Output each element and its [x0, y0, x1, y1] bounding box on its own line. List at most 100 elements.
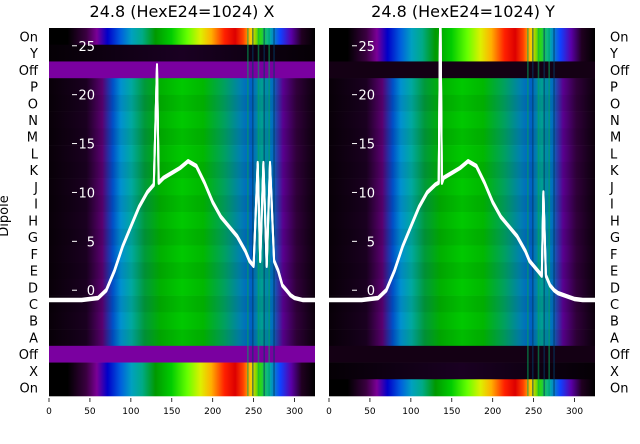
row-label: O	[610, 97, 620, 112]
x-tick-label: 100	[402, 407, 419, 417]
heatmap-row-shade	[329, 329, 595, 346]
row-label: G	[610, 231, 620, 246]
tune-overlay	[49, 63, 315, 303]
heatmap-row	[49, 111, 315, 129]
row-label: M	[27, 131, 38, 146]
row-label: J	[609, 181, 614, 196]
heatmap-row-shade	[329, 262, 595, 279]
overlay-tick-label: 0	[87, 284, 95, 299]
row-label: C	[610, 298, 619, 313]
overlay-tick-label: 25	[358, 40, 375, 55]
heatmap-stripe	[251, 28, 254, 396]
overlay-tick-label: 10	[358, 186, 375, 201]
row-label: I	[610, 198, 614, 213]
heatmap-row	[49, 212, 315, 230]
row-label: F	[31, 248, 38, 263]
row-label: On	[20, 30, 38, 45]
x-tick-label: 200	[204, 407, 221, 417]
panel-y: 24.8 (HexE24=1024) Y On Y Off PONMLKJIHGFED…	[326, 0, 630, 417]
heatmap-stripe	[247, 28, 249, 396]
overlay-y-ticks: 25 20 15 10 5 0	[352, 40, 375, 299]
series-line	[329, 0, 595, 300]
chart-title: 24.8 (HexE24=1024) X	[90, 2, 275, 21]
row-label: B	[29, 315, 38, 330]
heatmap-stripe	[537, 28, 540, 396]
row-label: K	[29, 164, 38, 179]
x-tick-label: 250	[245, 407, 262, 417]
row-label: A	[610, 331, 619, 346]
x-tick-label: 100	[122, 407, 139, 417]
heatmap-row	[329, 379, 595, 397]
row-label: B	[610, 315, 619, 330]
row-label: P	[610, 81, 618, 96]
row-label: Off	[610, 64, 630, 79]
x-tick-label: 150	[443, 407, 460, 417]
row-label: N	[610, 114, 620, 129]
overlay-tick-label: 20	[78, 89, 95, 104]
row-label: Y	[609, 47, 618, 62]
x-axis-ticks: 0 50 100 150 200 250 300	[46, 398, 303, 417]
heatmap-row	[329, 111, 595, 129]
heatmap-stripe	[273, 28, 275, 396]
row-label: E	[30, 265, 38, 280]
row-label: L	[31, 147, 39, 162]
row-label: N	[28, 114, 38, 129]
row-label: A	[29, 331, 38, 346]
heatmap-row	[49, 345, 315, 363]
x-tick-label: 150	[163, 407, 180, 417]
row-label: D	[28, 281, 38, 296]
row-label: On	[610, 382, 628, 397]
heatmap-row	[329, 312, 595, 330]
row-label: I	[34, 198, 38, 213]
row-label: D	[610, 281, 620, 296]
chart-title: 24.8 (HexE24=1024) Y	[371, 2, 555, 21]
row-label: J	[33, 181, 38, 196]
row-label: G	[28, 231, 38, 246]
row-label: Off	[19, 64, 39, 79]
overlay-y-ticks: 25 20 15 10 5 0	[72, 40, 95, 299]
x-tick-label: 50	[84, 407, 96, 417]
x-tick-label: 250	[525, 407, 542, 417]
heatmap	[49, 28, 315, 397]
row-label: M	[610, 131, 621, 146]
row-label: X	[29, 365, 38, 380]
x-tick-label: 300	[286, 407, 303, 417]
overlay-tick-label: 10	[78, 186, 95, 201]
row-label: O	[28, 97, 38, 112]
row-label: F	[610, 248, 617, 263]
x-tick-label: 200	[484, 407, 501, 417]
row-label: Y	[29, 47, 38, 62]
overlay-tick-label: 25	[78, 40, 95, 55]
heatmap-row-shade	[49, 329, 315, 346]
row-label: C	[29, 298, 38, 313]
x-axis-ticks: 0 50 100 150 200 250 300	[326, 398, 583, 417]
row-label: On	[610, 30, 628, 45]
row-label: K	[610, 164, 619, 179]
row-label: L	[610, 147, 618, 162]
row-label: On	[20, 382, 38, 397]
heatmap-row	[329, 362, 595, 380]
row-label: X	[610, 365, 619, 380]
heatmap-row	[49, 61, 315, 79]
heatmap-row	[329, 212, 595, 230]
row-label: Off	[610, 348, 630, 363]
heatmap	[329, 28, 595, 397]
heatmap-row	[329, 61, 595, 79]
row-label: Off	[19, 348, 39, 363]
overlay-tick-label: 15	[358, 138, 375, 153]
row-label: H	[28, 214, 38, 229]
heatmap-row	[49, 312, 315, 330]
overlay-tick-label: 0	[367, 284, 375, 299]
overlay-tick-label: 5	[87, 235, 95, 250]
row-label: H	[610, 214, 620, 229]
y-axis-label: Dipole	[0, 195, 12, 236]
row-label: E	[610, 265, 618, 280]
tune-overlay	[329, 0, 595, 303]
x-tick-label: 50	[364, 407, 376, 417]
x-tick-label: 0	[46, 407, 52, 417]
heatmap-row	[49, 362, 315, 380]
heatmap-row	[329, 345, 595, 363]
